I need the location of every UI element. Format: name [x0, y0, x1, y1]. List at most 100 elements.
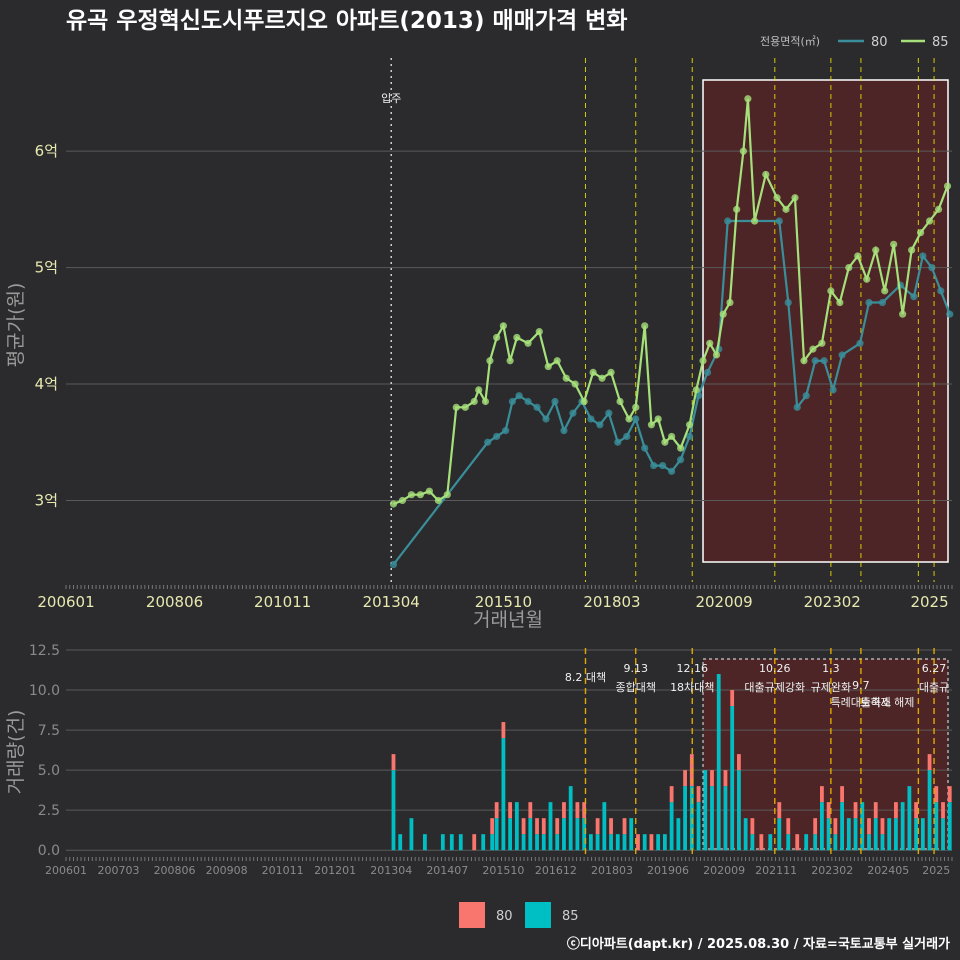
- series-line-85: [393, 98, 949, 506]
- bar-85: [710, 786, 714, 851]
- bottom-legend: 80 85: [459, 902, 579, 928]
- series-point-85: [589, 368, 597, 376]
- series-point-85: [535, 328, 543, 336]
- series-point-80: [856, 339, 864, 347]
- series-point-85: [481, 397, 490, 406]
- volume-x-tick-label: 200601: [45, 864, 87, 877]
- series-point-80: [910, 293, 918, 301]
- bar-85: [481, 834, 486, 851]
- series-point-80: [502, 427, 510, 435]
- series-point-85: [845, 264, 853, 272]
- bar-85: [934, 802, 939, 851]
- series-point-85: [706, 339, 714, 347]
- volume-x-tick-label: 202009: [703, 864, 745, 877]
- legend-label-80: 80: [871, 35, 888, 50]
- policy-date: 10.26: [759, 662, 791, 675]
- bar-80: [730, 690, 735, 707]
- series-point-80: [551, 397, 559, 406]
- series-point-85: [607, 368, 615, 376]
- bar-85: [568, 786, 573, 851]
- bar-85: [490, 834, 495, 851]
- series-point-80: [820, 357, 828, 365]
- bar-80: [535, 818, 539, 835]
- bar-80: [873, 802, 878, 819]
- bar-85: [777, 818, 782, 851]
- bar-85: [409, 818, 414, 851]
- series-point-85: [751, 217, 759, 225]
- series-point-80: [605, 409, 613, 417]
- price-x-tick-label: 202302: [804, 593, 861, 611]
- series-point-80: [493, 432, 501, 441]
- bar-80: [914, 802, 919, 819]
- series-point-80: [946, 310, 954, 318]
- bar-85: [887, 818, 892, 851]
- volume-x-tick-label: 201510: [482, 864, 524, 877]
- series-point-80: [811, 357, 819, 365]
- bar-80: [683, 770, 687, 787]
- bar-85: [860, 802, 865, 851]
- series-point-85: [486, 357, 494, 365]
- bar-80: [622, 818, 627, 835]
- series-point-85: [562, 374, 570, 382]
- series-point-80: [659, 461, 667, 470]
- policy-label: 18차대책: [670, 681, 714, 694]
- price-y-tick-label: 5억: [35, 259, 58, 277]
- bar-85: [696, 802, 701, 851]
- series-point-85: [800, 357, 808, 365]
- series-point-85: [513, 333, 521, 342]
- series-point-85: [863, 275, 871, 283]
- bar-85: [947, 802, 952, 851]
- series-point-80: [641, 444, 649, 452]
- series-point-85: [699, 357, 707, 365]
- series-point-85: [398, 496, 407, 505]
- bar-80: [737, 754, 741, 771]
- series-point-85: [470, 397, 478, 406]
- bar-85: [514, 802, 519, 851]
- bar-85: [642, 834, 647, 851]
- policy-label: 토허제 해제: [860, 695, 914, 709]
- price-chart-panel: 3억 4억 5억 6억 200601 200806 201011 201304 201510 20…: [35, 58, 954, 611]
- bar-85: [440, 834, 445, 851]
- bar-85: [622, 834, 627, 851]
- bar-85: [768, 834, 773, 851]
- policy-date: 9.13: [623, 662, 648, 675]
- series-point-85: [916, 229, 925, 237]
- bar-85: [541, 834, 546, 851]
- bar-85: [575, 818, 580, 851]
- bar-85: [900, 802, 905, 851]
- legend-title: 전용면적(㎡): [760, 35, 820, 48]
- bar-85: [555, 834, 560, 851]
- bar-80: [826, 802, 831, 819]
- volume-x-tick-label: 202302: [811, 864, 853, 877]
- top-legend: 전용면적(㎡) 80 85: [760, 35, 949, 50]
- series-point-85: [934, 205, 943, 213]
- bar-80: [894, 802, 898, 819]
- volume-y-tick-label: 7.5: [38, 723, 60, 739]
- volume-y-tick-label: 10.0: [29, 683, 60, 699]
- bar-80: [927, 754, 932, 771]
- series-line-80: [392, 219, 951, 566]
- bar-85: [920, 818, 925, 851]
- series-point-80: [524, 397, 532, 406]
- bar-80: [820, 786, 824, 803]
- volume-x-tick-label: 202111: [755, 864, 797, 877]
- bar-85: [501, 738, 506, 851]
- bar-85: [743, 818, 748, 851]
- series-point-80: [937, 287, 945, 295]
- series-point-85: [925, 217, 934, 225]
- series-point-80: [703, 368, 712, 376]
- bar-85: [683, 786, 687, 851]
- legend-bar-swatch-85: [525, 902, 551, 928]
- series-point-85: [872, 246, 880, 254]
- series-point-80: [784, 298, 792, 307]
- bar-85: [615, 834, 620, 851]
- series-point-85: [571, 380, 579, 388]
- bar-80: [759, 834, 764, 851]
- bar-80: [501, 722, 506, 739]
- series-point-85: [506, 357, 514, 365]
- series-point-80: [694, 392, 703, 400]
- series-point-85: [654, 415, 662, 423]
- series-point-85: [389, 500, 398, 508]
- bar-85: [528, 818, 533, 851]
- series-point-85: [719, 310, 727, 318]
